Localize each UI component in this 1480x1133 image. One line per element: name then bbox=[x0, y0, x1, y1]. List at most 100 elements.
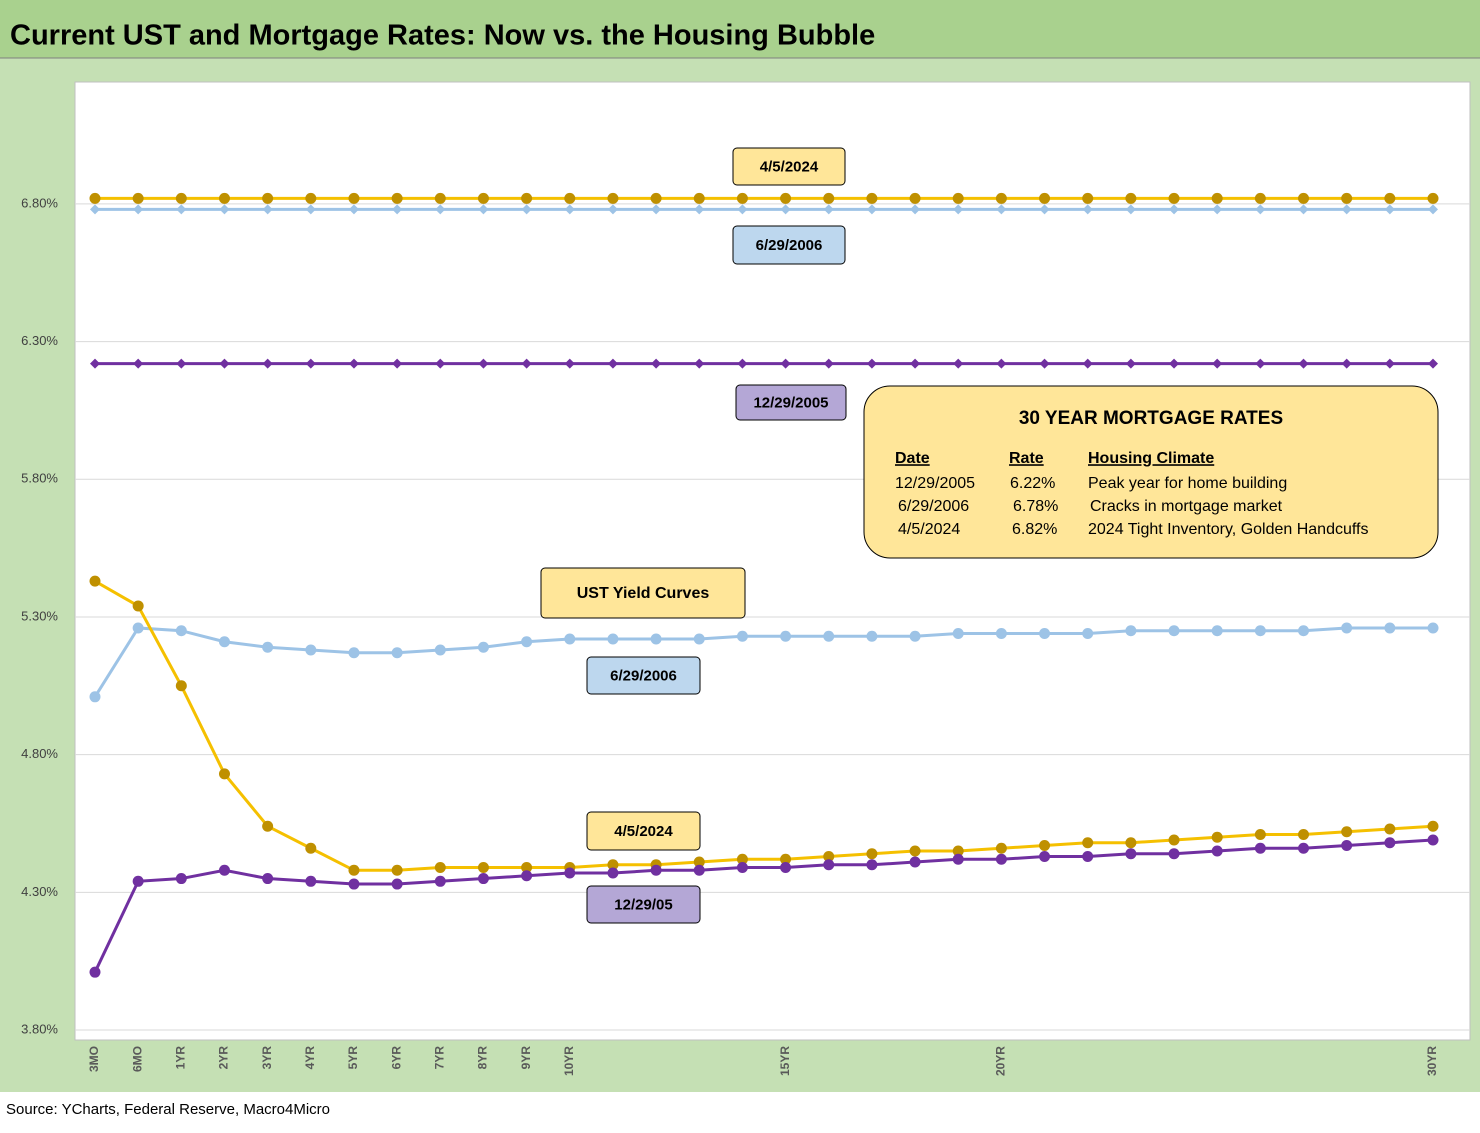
marker bbox=[1298, 625, 1310, 637]
marker bbox=[1384, 204, 1395, 215]
marker bbox=[521, 204, 532, 215]
chart-title: Current UST and Mortgage Rates: Now vs. … bbox=[10, 20, 875, 52]
marker bbox=[1125, 204, 1136, 215]
marker bbox=[1211, 845, 1223, 857]
marker bbox=[1254, 192, 1266, 204]
marker bbox=[1254, 625, 1266, 637]
marker bbox=[305, 358, 316, 369]
marker bbox=[1298, 204, 1309, 215]
marker bbox=[305, 192, 317, 204]
marker bbox=[1039, 192, 1051, 204]
table-cell: 6.78% bbox=[1013, 498, 1058, 515]
marker bbox=[1255, 358, 1266, 369]
marker bbox=[434, 862, 446, 874]
marker bbox=[780, 853, 792, 865]
marker bbox=[1125, 625, 1137, 637]
marker bbox=[693, 192, 705, 204]
marker bbox=[780, 204, 791, 215]
marker bbox=[1168, 192, 1180, 204]
marker bbox=[952, 627, 964, 639]
marker bbox=[89, 192, 101, 204]
marker bbox=[1254, 828, 1266, 840]
marker bbox=[218, 192, 230, 204]
marker bbox=[823, 204, 834, 215]
table-box bbox=[863, 385, 1439, 559]
x-tick-label: 9YR bbox=[519, 1046, 533, 1070]
marker bbox=[866, 848, 878, 860]
x-tick-label: 8YR bbox=[476, 1046, 490, 1070]
marker bbox=[1298, 828, 1310, 840]
y-tick-label: 5.80% bbox=[21, 471, 58, 486]
x-tick-label: 20YR bbox=[994, 1046, 1008, 1076]
callout-label: 6/29/2006 bbox=[756, 237, 823, 254]
x-tick-label: 10YR bbox=[562, 1046, 576, 1076]
marker bbox=[175, 625, 187, 637]
marker bbox=[823, 630, 835, 642]
marker bbox=[305, 875, 317, 887]
marker bbox=[1427, 834, 1439, 846]
marker bbox=[477, 862, 489, 874]
marker bbox=[1212, 204, 1223, 215]
marker bbox=[434, 644, 446, 656]
footer bbox=[0, 1092, 1480, 1128]
marker bbox=[262, 192, 274, 204]
callout-box bbox=[586, 885, 701, 924]
marker bbox=[1428, 204, 1438, 215]
marker bbox=[866, 204, 877, 215]
marker bbox=[348, 864, 360, 876]
marker bbox=[262, 358, 273, 369]
marker bbox=[348, 204, 359, 215]
y-tick-label: 6.80% bbox=[21, 195, 58, 210]
callout-box bbox=[586, 656, 701, 695]
marker bbox=[218, 636, 230, 648]
marker bbox=[348, 192, 360, 204]
marker bbox=[521, 870, 533, 882]
marker bbox=[175, 192, 187, 204]
marker bbox=[694, 204, 705, 215]
y-tick-label: 6.30% bbox=[21, 333, 58, 348]
marker bbox=[1039, 204, 1050, 215]
marker bbox=[693, 856, 705, 868]
marker bbox=[132, 600, 144, 612]
table-cell: Peak year for home building bbox=[1088, 475, 1287, 492]
title-bar bbox=[0, 0, 1480, 58]
marker bbox=[1082, 358, 1093, 369]
marker bbox=[607, 859, 619, 871]
marker bbox=[348, 358, 359, 369]
marker bbox=[435, 204, 446, 215]
marker bbox=[1169, 358, 1180, 369]
marker bbox=[694, 358, 705, 369]
marker bbox=[175, 873, 187, 885]
marker bbox=[1125, 848, 1137, 860]
marker bbox=[909, 856, 921, 868]
x-tick-label: 3MO bbox=[87, 1046, 101, 1072]
marker bbox=[952, 845, 964, 857]
marker bbox=[90, 204, 100, 215]
marker bbox=[1168, 848, 1180, 860]
y-tick-label: 3.80% bbox=[21, 1021, 58, 1036]
marker bbox=[1125, 837, 1137, 849]
marker bbox=[1082, 627, 1094, 639]
x-tick-label: 15YR bbox=[778, 1046, 792, 1076]
marker bbox=[262, 641, 274, 653]
annotation-box bbox=[540, 567, 746, 619]
x-tick-label: 4YR bbox=[303, 1046, 317, 1070]
marker bbox=[651, 204, 662, 215]
marker bbox=[219, 358, 230, 369]
marker bbox=[650, 633, 662, 645]
callout-box bbox=[732, 225, 846, 265]
marker bbox=[348, 647, 360, 659]
marker bbox=[1211, 831, 1223, 843]
marker bbox=[607, 204, 618, 215]
table-cell: Cracks in mortgage market bbox=[1090, 498, 1283, 515]
marker bbox=[305, 204, 316, 215]
marker bbox=[952, 192, 964, 204]
x-tick-label: 3YR bbox=[260, 1046, 274, 1070]
marker bbox=[650, 192, 662, 204]
marker bbox=[1039, 840, 1051, 852]
x-tick-label: 5YR bbox=[346, 1046, 360, 1070]
y-tick-label: 4.30% bbox=[21, 884, 58, 899]
marker bbox=[176, 358, 187, 369]
marker bbox=[909, 845, 921, 857]
marker bbox=[1384, 622, 1396, 634]
